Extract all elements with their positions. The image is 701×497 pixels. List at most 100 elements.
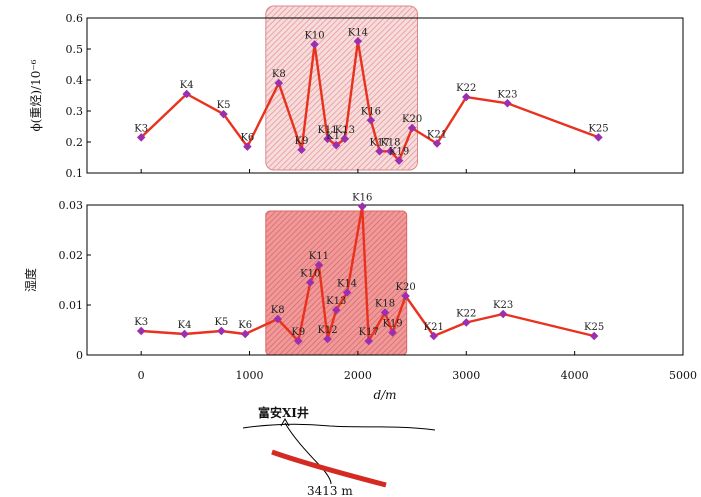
y-ticks-top: 0.1 0.2 0.3 0.4 0.5 0.6 [66, 12, 684, 180]
data-label: K25 [588, 123, 608, 134]
y-tick-label: 0.02 [59, 249, 84, 262]
data-label: K9 [295, 136, 309, 147]
data-point [310, 40, 319, 49]
data-point [375, 147, 384, 156]
y-axis-title-bottom: 湿度 [23, 268, 38, 292]
data-point [240, 329, 250, 339]
data-point [274, 78, 284, 88]
data-label: K19 [389, 147, 409, 158]
well-arrow-icon [280, 417, 290, 427]
y-tick-label: 0.4 [66, 74, 84, 87]
data-point [136, 133, 146, 142]
well-label: 富安XI井 [258, 405, 309, 420]
data-point [432, 139, 442, 148]
data-label: K5 [214, 317, 228, 328]
data-label: K3 [134, 317, 148, 328]
data-point [462, 92, 471, 102]
data-label: K14 [348, 27, 368, 38]
well-profile-sketch: 富安XI井 3413 m [242, 405, 436, 497]
x-axis-title: d/m [373, 388, 396, 402]
data-label: K17 [359, 327, 379, 338]
data-label: K18 [380, 137, 400, 148]
data-point [364, 336, 373, 346]
data-label: K23 [497, 89, 517, 100]
data-label: K16 [361, 106, 381, 117]
data-label: K20 [402, 114, 422, 125]
data-point [407, 123, 417, 133]
x-tick-label: 1000 [236, 369, 264, 382]
data-point [217, 326, 226, 336]
data-label: K12 [317, 325, 337, 336]
data-point [243, 142, 252, 151]
data-point [331, 140, 341, 150]
data-label: K25 [584, 322, 604, 333]
data-point [323, 134, 332, 144]
data-label: K9 [291, 327, 305, 338]
data-label: K14 [337, 279, 357, 290]
data-label: K23 [493, 300, 513, 311]
series-line [141, 205, 595, 343]
data-point [297, 145, 306, 154]
humidity-chart: 0 0.01 0.02 0.03 0 1000 2000 3000 4000 5000 K3 K4… [23, 193, 697, 403]
data-point [353, 37, 363, 46]
data-point [394, 156, 404, 165]
data-point [498, 309, 508, 319]
data-point [342, 288, 352, 297]
series-line [140, 40, 599, 162]
data-label: K6 [240, 133, 254, 144]
data-point [380, 308, 390, 317]
data-point [340, 134, 350, 144]
data-label: K19 [382, 319, 402, 330]
hydrocarbon-chart: 0.1 0.2 0.3 0.4 0.5 0.6 K3 K4 K5 K6 K8 K9 K10 K11K12… [29, 5, 684, 180]
data-label: K11 [317, 125, 337, 136]
data-point [386, 147, 395, 156]
well-trajectory [284, 422, 332, 485]
x-tick-label: 2000 [344, 369, 372, 382]
data-label: K4 [178, 320, 192, 331]
y-tick-label: 0.01 [59, 299, 84, 312]
data-point [429, 331, 439, 341]
data-label: K13 [326, 296, 346, 307]
y-tick-label: 0.2 [66, 136, 84, 149]
y-axis-title-top: ϕ(重烃)/10⁻⁶ [29, 59, 43, 131]
y-tick-label: 0.6 [66, 12, 84, 25]
depth-label: 3413 m [307, 484, 353, 497]
y-tick-label: 0.1 [66, 167, 84, 180]
data-label: K13 [335, 125, 355, 136]
data-point [462, 318, 471, 327]
data-point [180, 329, 189, 339]
data-point [273, 314, 282, 324]
series-bottom: K3 K4 K5 K6 K8 K9 K10 K11 K12 K13 K14 K16 K17 K18 K19 K… [134, 193, 604, 346]
data-point [366, 116, 376, 125]
plot-frame-bottom [86, 204, 684, 356]
y-ticks-bottom: 0 0.01 0.02 0.03 [59, 199, 91, 362]
ground-surface-line [242, 423, 436, 431]
reservoir-layer [271, 449, 387, 488]
data-label: K8 [272, 69, 286, 80]
data-point [314, 260, 324, 270]
y-tick-label: 0.3 [66, 105, 84, 118]
data-point [358, 202, 367, 211]
data-point [305, 278, 315, 287]
data-point [182, 89, 191, 99]
x-tick-label: 0 [138, 369, 145, 382]
data-point [219, 109, 228, 119]
data-label: K10 [300, 269, 320, 280]
data-label: K6 [238, 320, 252, 331]
data-label: K22 [456, 83, 476, 94]
data-label: K4 [180, 80, 194, 91]
data-point [294, 336, 303, 346]
data-point [136, 326, 146, 336]
data-point [323, 334, 332, 344]
y-tick-label: 0.5 [66, 43, 84, 56]
data-label: K18 [375, 299, 395, 310]
y-tick-label: 0.03 [59, 199, 84, 212]
data-point [594, 133, 603, 142]
x-tick-label: 4000 [561, 369, 589, 382]
data-label: K20 [395, 282, 415, 293]
x-ticks: 0 1000 2000 3000 4000 5000 [138, 351, 697, 382]
data-point [589, 331, 599, 341]
plot-frame-top [86, 17, 684, 174]
data-label: K10 [304, 30, 324, 41]
